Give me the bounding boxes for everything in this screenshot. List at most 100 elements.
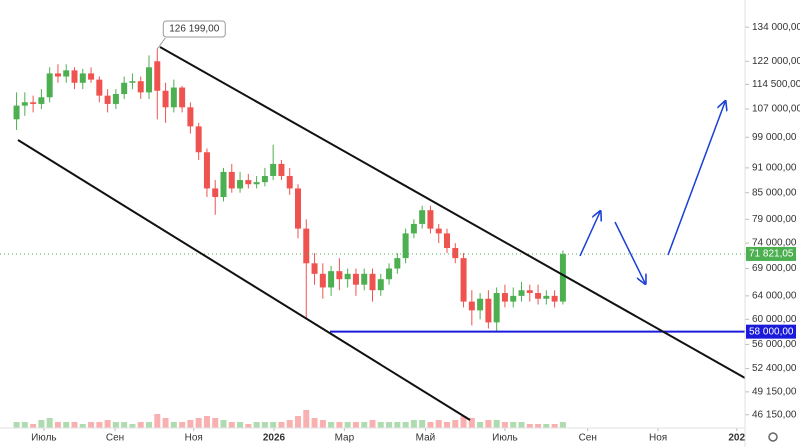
candle-body <box>63 70 70 77</box>
volume-bar <box>468 418 475 428</box>
candle-body <box>435 228 442 234</box>
volume-bar <box>352 422 359 428</box>
candle-body <box>444 233 450 249</box>
candle-body <box>336 271 343 280</box>
candle-body <box>286 175 293 189</box>
volume-bar <box>129 424 136 428</box>
volume-bar <box>361 422 368 428</box>
y-tick-label: 74 000,00 <box>752 238 797 249</box>
candle-body <box>518 290 525 296</box>
volume-bar <box>112 422 119 428</box>
candle-body <box>162 90 169 108</box>
candle-body <box>21 102 28 106</box>
x-tick-label: Сен <box>579 433 597 444</box>
candle-body <box>344 273 351 280</box>
candle-body <box>501 293 508 302</box>
volume-bar <box>121 422 128 428</box>
candle-body <box>13 105 20 120</box>
y-tick-label: 91 000,00 <box>752 163 797 174</box>
candle-body <box>352 273 359 285</box>
volume-bar <box>195 418 202 428</box>
candle-body <box>261 175 268 183</box>
volume-bar <box>427 422 434 428</box>
volume-bar <box>137 422 144 428</box>
y-tick-label: 64 000,00 <box>752 291 797 302</box>
candle-body <box>195 126 202 153</box>
x-tick-label: Ноя <box>649 433 667 444</box>
volume-bar <box>501 422 508 428</box>
volume-bar <box>71 422 78 428</box>
candle-body <box>460 258 467 302</box>
candle-body <box>96 79 103 96</box>
annotation-pointer <box>156 37 166 50</box>
candle-body <box>129 81 136 83</box>
volume-bar <box>435 420 442 428</box>
volume-bar <box>104 420 111 428</box>
channel-lower <box>17 139 471 421</box>
candle-body <box>386 268 393 280</box>
candle-body <box>121 82 128 95</box>
volume-bar <box>253 422 260 428</box>
volume-bar <box>46 418 53 428</box>
annotation-box <box>162 20 226 38</box>
y-tick-label: 49 150,00 <box>752 387 797 398</box>
last-price-box <box>746 246 796 261</box>
volume-bar <box>187 420 194 428</box>
candle-body <box>228 171 235 189</box>
volume-bar <box>88 422 95 428</box>
candle-body <box>526 290 533 294</box>
candle-body <box>79 73 86 83</box>
candle-body <box>493 293 500 323</box>
candle-body <box>311 263 318 274</box>
candle-body <box>419 210 426 224</box>
candle-body <box>212 188 219 197</box>
arrow <box>579 212 600 257</box>
candle-body <box>535 293 542 299</box>
y-tick-label: 56 000,00 <box>752 339 797 350</box>
volume-bar <box>54 422 61 428</box>
volume-bar <box>13 422 20 428</box>
volume-bar <box>518 422 525 428</box>
candle-body <box>30 102 37 104</box>
candle-body <box>220 171 227 197</box>
x-tick-label: 2026 <box>263 433 286 444</box>
annotation-label: 126 199,00 <box>169 24 219 35</box>
volume-bar <box>336 422 343 428</box>
volume-bar <box>21 422 28 428</box>
volume-bar <box>237 422 244 428</box>
y-tick-label: 46 150,00 <box>752 409 797 420</box>
volume-bar <box>377 422 384 428</box>
candle-body <box>203 152 210 189</box>
volume-bar <box>460 416 467 428</box>
candle-body <box>394 258 401 269</box>
candle-body <box>154 61 161 91</box>
candle-body <box>187 107 194 127</box>
candle-body <box>104 95 111 104</box>
volume-bar <box>535 424 542 428</box>
candle-body <box>278 163 285 176</box>
y-tick-label: 99 000,00 <box>752 132 797 143</box>
candle-body <box>237 180 244 189</box>
volume-bar <box>63 422 70 428</box>
arrow <box>667 102 725 256</box>
candle-body <box>477 298 484 311</box>
y-tick-label: 122 000,00 <box>752 56 800 67</box>
candle-body <box>551 295 558 302</box>
candle-body <box>485 298 492 323</box>
settings-icon[interactable] <box>768 432 778 442</box>
volume-bar <box>154 414 161 428</box>
volume-bar <box>146 422 152 428</box>
candle-body <box>468 301 475 311</box>
x-tick-label: Ноя <box>185 433 203 444</box>
y-tick-label: 69 000,00 <box>752 263 797 274</box>
candle-body <box>452 248 459 259</box>
volume-bar <box>452 420 459 428</box>
candle-body <box>303 228 310 264</box>
volume-bar <box>328 422 335 428</box>
y-tick-label: 85 000,00 <box>752 187 797 198</box>
candle-body <box>295 188 301 229</box>
candle-body <box>46 73 53 98</box>
volume-bar <box>369 420 376 428</box>
volume-bar <box>270 422 277 428</box>
